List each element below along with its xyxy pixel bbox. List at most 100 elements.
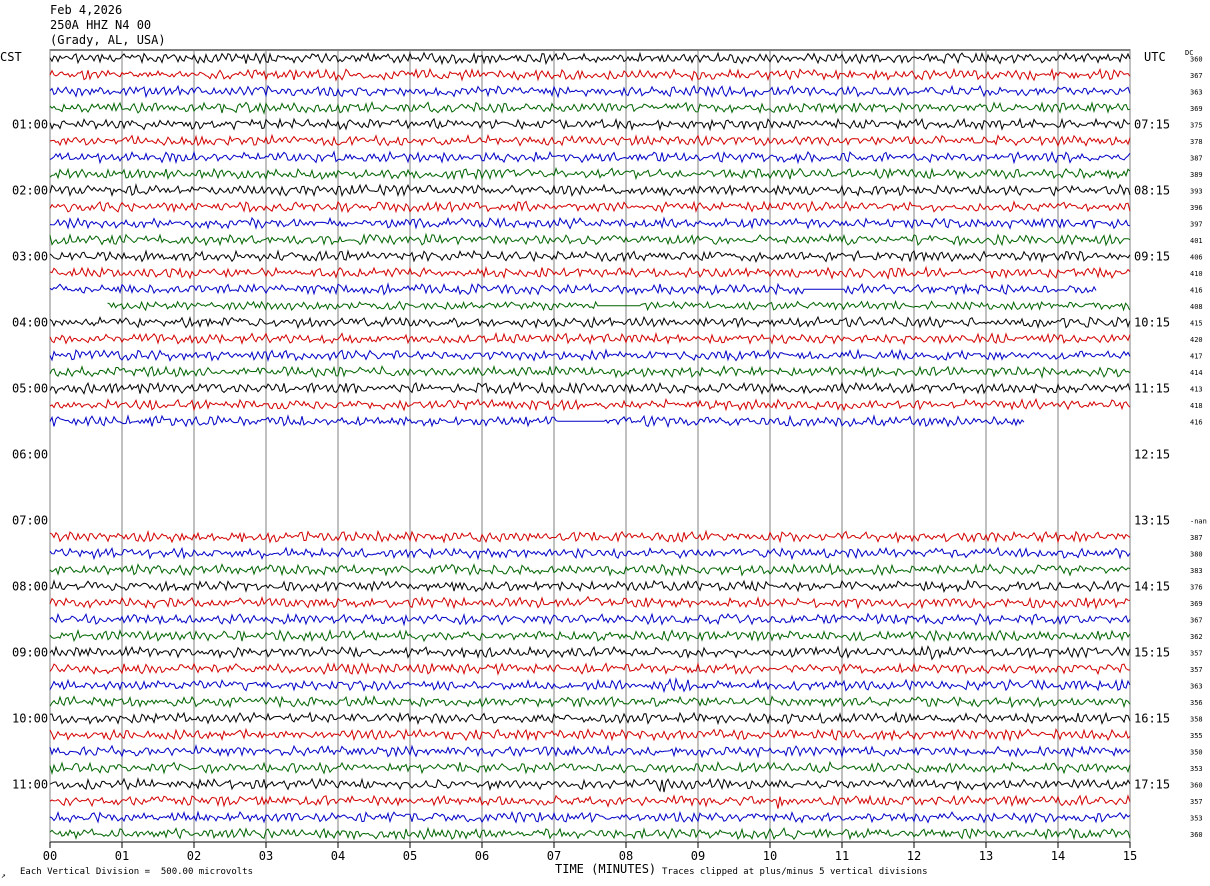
right-time-label: 16:15 [1134,711,1170,725]
dc-offset-label: 413 [1190,385,1203,393]
x-tick-label: 02 [187,849,201,863]
right-time-label: 12:15 [1134,447,1170,461]
seismic-trace [49,315,1131,330]
dc-offset-label: 378 [1190,138,1203,146]
x-tick-label: 15 [1123,849,1137,863]
seismic-trace [49,711,1131,726]
dc-offset-label: 418 [1190,402,1203,410]
seismic-trace [49,381,1131,396]
dc-offset-label: 362 [1190,633,1203,641]
x-tick-label: 14 [1051,849,1065,863]
seismic-trace [49,150,1131,165]
dc-offset-label: 357 [1190,649,1203,657]
seismic-trace [49,628,1131,643]
dc-offset-label: 401 [1190,237,1203,245]
grid-layer [49,49,1131,848]
x-tick-label: 12 [907,849,921,863]
right-time-label: 09:15 [1134,249,1170,263]
seismic-trace [49,529,1131,544]
x-axis-title: TIME (MINUTES) [555,862,657,876]
left-time-label: 05:00 [12,381,48,395]
seismic-trace [49,331,1131,346]
seismic-trace [49,216,1131,230]
dc-offset-label: 416 [1190,418,1203,426]
seismic-trace [49,232,1131,247]
x-tick-label: 07 [547,849,561,863]
seismic-trace [49,677,1131,694]
x-tick-label: 05 [403,849,417,863]
dc-offset-label: 356 [1190,699,1203,707]
seismic-trace [49,794,1131,809]
dc-offset-label: 393 [1190,187,1203,195]
seismic-trace [49,810,1131,825]
seismic-trace [49,183,1131,198]
dc-offset-label: 417 [1190,352,1203,360]
seismic-trace [49,662,1131,676]
seismic-trace [49,100,1131,115]
dc-offset-label: 416 [1190,286,1203,294]
x-tick-label: 03 [259,849,273,863]
corner-mark-icon: ↗ [1,871,6,880]
seismic-trace [49,595,1131,610]
left-time-label: 03:00 [12,249,48,263]
seismic-trace [49,84,1131,99]
seismic-trace [49,348,1131,362]
seismic-trace [49,397,1131,412]
seismic-trace [49,727,1131,742]
x-tick-label: 08 [619,849,633,863]
dc-offset-label: 360 [1190,831,1203,839]
left-time-label: 06:00 [12,447,48,461]
dc-offset-label: 387 [1190,154,1203,162]
clip-note: Traces clipped at plus/minus 5 vertical … [662,867,928,877]
dc-offset-label: 357 [1190,666,1203,674]
dc-offset-label: 380 [1190,550,1203,558]
right-time-label: 14:15 [1134,579,1170,593]
right-time-label: 07:15 [1134,117,1170,131]
seismic-trace [49,414,1025,429]
dc-offset-label: 415 [1190,319,1203,327]
seismic-trace [49,282,1097,296]
dc-offset-label: 363 [1190,682,1203,690]
seismic-trace [49,546,1131,561]
dc-offset-label: -nan [1190,517,1207,525]
header-date: Feb 4,2026 [50,3,123,17]
dc-offset-label: 350 [1190,748,1203,756]
left-time-label: 02:00 [12,183,48,197]
header-location: (Grady, AL, USA) [50,33,166,47]
dc-offset-label: 396 [1190,204,1203,212]
dc-column-header: DC [1185,49,1194,57]
dc-offset-label: 389 [1190,171,1203,179]
trace-layer [49,51,1131,841]
dc-offset-label: 410 [1190,270,1203,278]
right-time-label: 13:15 [1134,513,1170,527]
right-time-label: 15:15 [1134,645,1170,659]
seismic-trace [49,760,1131,776]
left-time-label: 01:00 [12,117,48,131]
seismic-trace [49,694,1131,709]
right-time-label: 11:15 [1134,381,1170,395]
dc-offset-label: 369 [1190,600,1203,608]
left-time-label: 11:00 [12,777,48,791]
dc-offset-label: 360 [1190,55,1203,63]
chart-frame [49,49,1131,843]
x-tick-label: 13 [979,849,993,863]
label-layer: 00 01 02 03 04 05 06 07 08 09 10 11 12 13 14 15 01:00 02:… [12,55,1207,863]
dc-offset-label: 420 [1190,336,1203,344]
left-time-label: 09:00 [12,645,48,659]
left-timezone-label: CST [0,50,22,64]
x-tick-label: 04 [331,849,345,863]
dc-offset-label: 367 [1190,616,1203,624]
seismic-trace [49,51,1131,66]
seismic-trace [49,579,1131,593]
x-tick-label: 01 [115,849,129,863]
header-station: 250A HHZ N4 00 [50,18,152,32]
seismic-trace [49,265,1131,280]
dc-offset-label: 369 [1190,105,1203,113]
seismic-trace [49,744,1131,759]
right-time-label: 10:15 [1134,315,1170,329]
x-tick-label: 10 [763,849,777,863]
left-time-label: 04:00 [12,315,48,329]
dc-offset-label: 376 [1190,583,1203,591]
dc-offset-label: 363 [1190,88,1203,96]
